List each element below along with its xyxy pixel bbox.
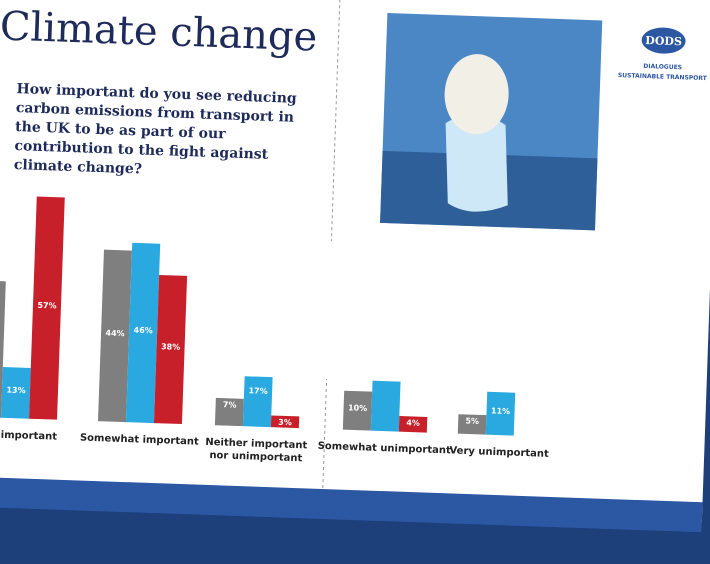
value-label: 13% bbox=[6, 386, 25, 396]
value-label: 10% bbox=[348, 403, 367, 413]
value-label: 57% bbox=[37, 301, 56, 311]
value-label: 17% bbox=[248, 386, 267, 396]
value-label: 4% bbox=[406, 418, 420, 427]
value-label: 44% bbox=[105, 329, 124, 339]
value-label: 46% bbox=[133, 326, 152, 336]
logo-name: DODS bbox=[645, 34, 682, 48]
page: {"title": "Climate change", "logo": {"na… bbox=[0, 0, 710, 564]
value-label: 7% bbox=[223, 400, 237, 409]
overlay-box bbox=[209, 237, 674, 391]
value-label: 38% bbox=[161, 342, 180, 352]
screenshot: Climate change DODS DIALOGUES SUSTAINABL… bbox=[0, 0, 710, 564]
logo-line: DIALOGUES bbox=[643, 63, 682, 71]
x-tick-label: Very important bbox=[0, 429, 57, 443]
value-label: 5% bbox=[465, 416, 479, 425]
value-label: 11% bbox=[491, 406, 510, 416]
value-label: 3% bbox=[278, 418, 292, 427]
slide: Climate change DODS DIALOGUES SUSTAINABL… bbox=[0, 0, 710, 532]
